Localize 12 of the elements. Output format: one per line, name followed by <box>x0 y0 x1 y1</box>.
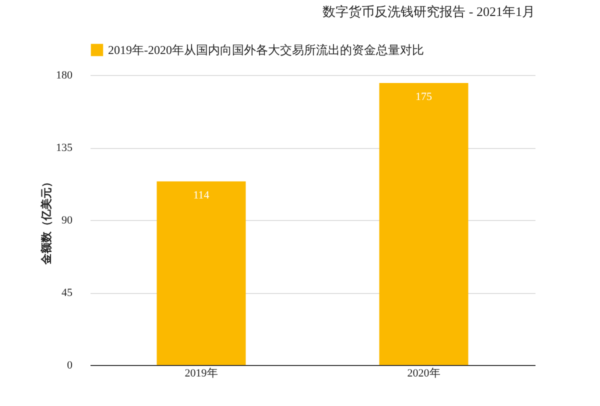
y-tick-label: 0 <box>67 360 73 372</box>
chart-title: 数字货币反洗钱研究报告 - 2021年1月 <box>322 4 535 19</box>
legend-label: 2019年-2020年从国内向国外各大交易所流出的资金总量对比 <box>108 43 424 57</box>
y-tick-label: 45 <box>62 287 73 299</box>
y-axis-title: 金额数（亿美元） <box>40 176 53 266</box>
data-label: 175 <box>416 91 432 104</box>
x-tick-label: 2020年 <box>407 368 440 380</box>
y-tick-label: 180 <box>56 70 73 82</box>
y-tick-label: 135 <box>56 142 73 154</box>
x-tick-label: 2019年 <box>184 368 218 380</box>
y-tick-label: 90 <box>62 214 73 226</box>
data-label: 114 <box>193 189 210 202</box>
